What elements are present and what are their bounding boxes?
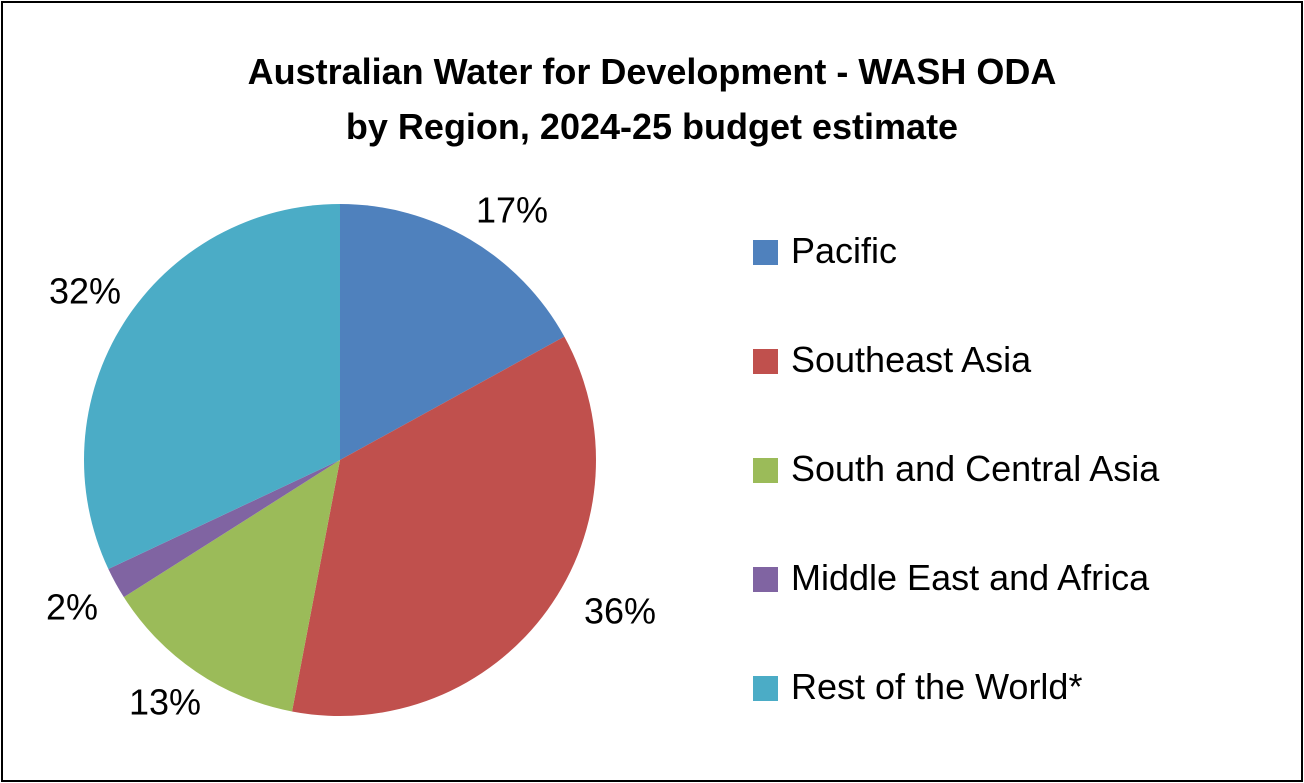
legend-swatch — [753, 676, 778, 701]
legend-item-middle-east-and-africa: Middle East and Africa — [753, 549, 1293, 658]
chart-title: Australian Water for Development - WASH … — [0, 44, 1304, 154]
pie-slice-southeast-asia — [292, 336, 596, 717]
legend-label: Middle East and Africa — [791, 557, 1150, 598]
data-label-southeast-asia: 36% — [584, 591, 656, 632]
legend-label: Southeast Asia — [791, 339, 1032, 380]
legend-label: South and Central Asia — [791, 448, 1160, 489]
data-label-pacific: 17% — [476, 190, 548, 231]
legend-swatch — [753, 458, 778, 483]
legend-item-southeast-asia: Southeast Asia — [753, 331, 1293, 440]
chart-legend: Pacific Southeast Asia South and Central A… — [753, 222, 1293, 767]
pie-slice-rest-of-the-world — [83, 203, 340, 569]
legend-item-south-and-central-asia: South and Central Asia — [753, 440, 1293, 549]
legend-swatch — [753, 240, 778, 265]
legend-label: Rest of the World* — [791, 666, 1083, 707]
pie-slice-middle-east-and-africa — [108, 460, 340, 598]
legend-item-pacific: Pacific — [753, 222, 1293, 331]
data-label-south-and-central-asia: 13% — [129, 682, 201, 723]
chart-title-line-2: by Region, 2024-25 budget estimate — [345, 106, 959, 147]
pie-slice-pacific — [340, 204, 565, 460]
pie-slice-south-and-central-asia — [123, 460, 340, 712]
chart-title-line-1: Australian Water for Development - WASH … — [247, 51, 1057, 92]
legend-label: Pacific — [791, 230, 898, 271]
legend-item-rest-of-the-world: Rest of the World* — [753, 658, 1293, 767]
data-label-middle-east-and-africa: 2% — [46, 587, 98, 628]
data-label-rest-of-the-world: 32% — [49, 271, 121, 312]
legend-swatch — [753, 349, 778, 374]
legend-swatch — [753, 567, 778, 592]
